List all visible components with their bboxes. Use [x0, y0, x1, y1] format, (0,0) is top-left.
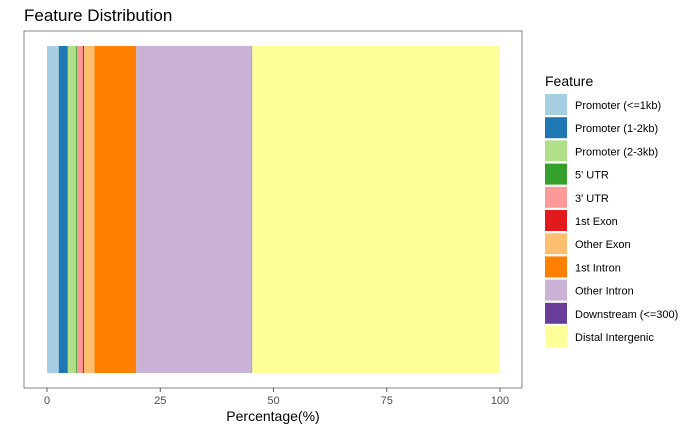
x-tick-label: 100 [491, 395, 509, 407]
bar-segment-distal-intergenic [252, 46, 500, 373]
x-tick-label: 75 [381, 395, 393, 407]
legend-label-3-utr: 3' UTR [575, 193, 609, 205]
legend-label-other-exon: Other Exon [575, 239, 631, 251]
legend-label-promoter-1kb: Promoter (<=1kb) [575, 100, 661, 112]
stacked-bar [47, 46, 500, 373]
bar-segment-1st-exon [82, 46, 85, 373]
legend-label-1st-exon: 1st Exon [575, 216, 618, 228]
legend-key-downstream-300 [545, 302, 567, 324]
x-tick-label: 50 [267, 395, 279, 407]
legend-label-5-utr: 5' UTR [575, 170, 609, 182]
legend-label-promoter-1-2kb: Promoter (1-2kb) [575, 123, 658, 135]
legend-key-promoter-2-3kb [545, 140, 567, 162]
legend-key-promoter-1kb [545, 94, 567, 115]
bar-segment-other-exon [84, 46, 95, 373]
legend-key-1st-exon [545, 210, 567, 231]
legend-key-3-utr [545, 186, 567, 208]
legend: Feature Promoter (<=1kb) Promoter (1-2kb)… [545, 73, 678, 347]
legend-label-other-intron: Other Intron [575, 286, 634, 298]
bar-segment-3-utr [76, 46, 83, 373]
legend-key-1st-intron [545, 256, 567, 278]
bar-segment-1st-intron [94, 46, 137, 373]
legend-key-other-intron [545, 279, 567, 301]
x-axis-title: Percentage(%) [226, 408, 319, 424]
bar-segment-5-utr [75, 46, 77, 373]
legend-label-downstream-300: Downstream (<=300) [575, 309, 678, 321]
legend-label-distal-intergenic: Distal Intergenic [575, 332, 654, 344]
legend-key-promoter-1-2kb [545, 117, 567, 139]
x-tick-label: 0 [44, 395, 50, 407]
legend-label-promoter-2-3kb: Promoter (2-3kb) [575, 146, 658, 158]
legend-key-5-utr [545, 163, 567, 185]
bar-segment-other-intron [136, 46, 252, 373]
legend-label-1st-intron: 1st Intron [575, 262, 621, 274]
bar-segment-promoter-1-2kb [58, 46, 68, 373]
x-tick-label: 25 [154, 395, 166, 407]
legend-key-distal-intergenic [545, 326, 567, 347]
bar-segment-promoter-2-3kb [67, 46, 76, 373]
legend-title: Feature [545, 73, 593, 89]
bar-segment-promoter-1kb [47, 46, 59, 373]
x-axis-ticks: 0 25 50 75 100 [44, 388, 509, 407]
chart-title: Feature Distribution [24, 6, 172, 25]
legend-key-other-exon [545, 233, 567, 255]
